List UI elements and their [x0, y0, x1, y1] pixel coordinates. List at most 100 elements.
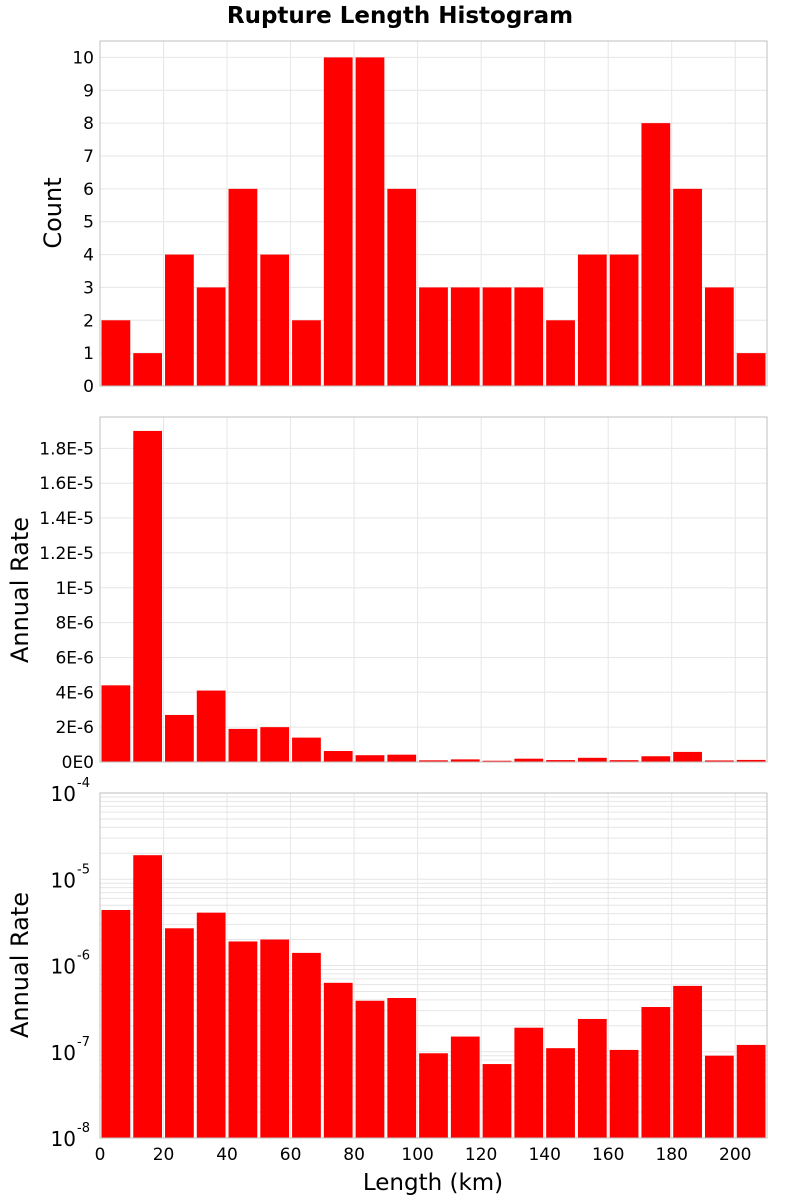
x-tick-label: 180	[655, 1145, 687, 1165]
bar	[165, 254, 194, 386]
y-tick-exponent: -6	[77, 949, 90, 964]
x-tick-label: 160	[592, 1145, 624, 1165]
bar	[228, 941, 258, 1138]
bar	[355, 57, 385, 387]
bar	[673, 188, 702, 386]
y-tick-label: 7	[83, 147, 94, 167]
bar	[704, 1055, 734, 1138]
bar	[260, 939, 290, 1138]
bar	[101, 320, 131, 386]
bar	[355, 755, 385, 762]
x-tick-label: 100	[401, 1145, 433, 1165]
y-axis-label: Annual Rate	[6, 892, 34, 1038]
y-tick-label: 1.2E-5	[39, 544, 94, 564]
y-tick-label: 6	[83, 180, 94, 200]
y-tick-label: 3	[83, 278, 94, 298]
x-tick-label: 40	[216, 1145, 238, 1165]
bar	[450, 759, 480, 762]
bar	[387, 188, 417, 386]
y-axis-label: Annual Rate	[6, 517, 34, 663]
bar	[482, 1064, 512, 1138]
bar	[133, 855, 163, 1138]
y-tick-label: 1	[83, 344, 94, 364]
x-axis-label: Length (km)	[363, 1170, 503, 1196]
bar	[577, 1018, 607, 1138]
bar	[450, 287, 480, 386]
bar	[133, 353, 163, 386]
bar	[641, 1007, 671, 1138]
y-tick-label: 1.8E-5	[39, 439, 94, 459]
bar	[514, 758, 544, 762]
chart-title: Rupture Length Histogram	[227, 3, 573, 29]
bar	[292, 952, 321, 1138]
plot-frame	[99, 40, 768, 387]
x-tick-label: 80	[343, 1145, 365, 1165]
bar	[450, 1036, 480, 1138]
bar	[165, 928, 194, 1138]
y-tick-label: 10	[51, 868, 76, 892]
y-tick-label: 6E-6	[55, 648, 94, 668]
y-tick-label: 0	[83, 377, 94, 397]
y-tick-exponent: -5	[77, 862, 90, 877]
bar	[704, 760, 734, 762]
bar	[196, 690, 226, 762]
bar	[609, 1049, 639, 1138]
bar	[482, 760, 512, 762]
bar	[546, 320, 575, 386]
bar	[641, 123, 671, 387]
bar	[736, 759, 766, 762]
bar	[419, 1053, 448, 1138]
y-tick-label: 1.4E-5	[39, 509, 94, 529]
plot-frame	[99, 416, 768, 763]
bar	[101, 685, 131, 762]
x-tick-label: 120	[465, 1145, 497, 1165]
bar	[101, 910, 131, 1138]
y-tick-label: 10	[72, 48, 94, 68]
bar	[133, 430, 163, 762]
y-tick-label: 5	[83, 213, 94, 233]
bar	[196, 287, 226, 386]
bar	[419, 287, 448, 386]
panel-2: 0E0 2E-6 4E-6 6E-6 8E-6 1E-5 1.2E-5 1.4E-5 1.6E-…	[6, 416, 768, 773]
bar	[673, 985, 702, 1138]
y-tick-exponent: -8	[77, 1121, 90, 1136]
bar	[514, 1027, 544, 1138]
y-tick-label: 10	[51, 955, 76, 979]
y-tick-label: 8	[83, 114, 94, 134]
y-tick-label: 9	[83, 81, 94, 101]
y-tick-label: 4	[83, 246, 94, 266]
bar	[323, 751, 353, 762]
bar	[546, 1048, 575, 1138]
bar	[514, 287, 544, 386]
bar	[736, 353, 766, 386]
bar	[323, 982, 353, 1138]
bar	[673, 751, 702, 762]
bar	[387, 754, 417, 762]
bar	[419, 760, 448, 762]
bar	[609, 760, 639, 762]
bar	[577, 254, 607, 386]
bar	[482, 287, 512, 386]
bar	[704, 287, 734, 386]
bar	[260, 254, 290, 386]
y-tick-label: 2	[83, 311, 94, 331]
y-tick-label: 8E-6	[55, 614, 94, 634]
y-tick-label: 1E-5	[55, 579, 94, 599]
bar	[228, 188, 258, 386]
x-tick-label: 20	[153, 1145, 175, 1165]
y-tick-label: 10	[51, 1127, 76, 1151]
bar	[609, 254, 639, 386]
bar	[165, 714, 194, 762]
x-tick-label: 60	[280, 1145, 302, 1165]
y-axis-label: Count	[39, 177, 67, 248]
bar	[292, 320, 321, 386]
y-tick-exponent: -4	[77, 776, 90, 791]
bar	[641, 756, 671, 762]
x-tick-label: 200	[719, 1145, 751, 1165]
y-tick-label: 4E-6	[55, 683, 94, 703]
bar	[292, 737, 321, 762]
y-tick-label: 2E-6	[55, 718, 94, 738]
y-tick-label: 1.6E-5	[39, 474, 94, 494]
